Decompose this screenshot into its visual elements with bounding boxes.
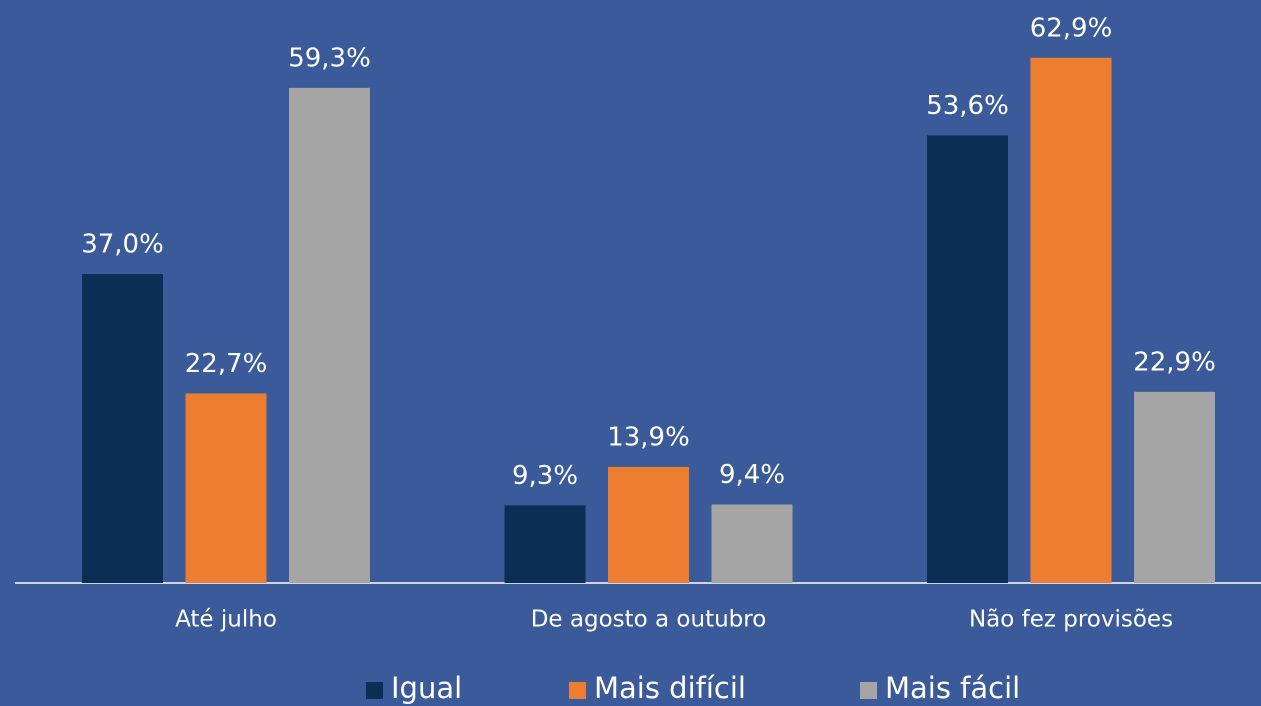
value-label: 62,9% (1030, 13, 1113, 43)
bar (711, 504, 793, 583)
x-tick-label: Até julho (175, 607, 277, 633)
value-label: 59,3% (288, 43, 371, 73)
value-label: 37,0% (81, 230, 164, 260)
value-label: 22,7% (185, 349, 268, 379)
bar (504, 505, 586, 583)
x-tick-label: Não fez provisões (969, 607, 1173, 633)
legend-swatch (569, 682, 586, 699)
bar (1134, 391, 1215, 583)
value-label: 9,4% (719, 460, 785, 490)
bar (82, 274, 163, 583)
legend-swatch (366, 682, 383, 699)
legend-swatch (860, 682, 877, 699)
bar (608, 466, 689, 583)
value-label: 9,3% (512, 461, 578, 491)
bar (289, 87, 370, 583)
legend-label: Mais difícil (594, 671, 746, 705)
value-label: 13,9% (607, 422, 690, 452)
legend-label: Mais fácil (885, 671, 1020, 705)
value-label: 53,6% (926, 91, 1009, 121)
legend-label: Igual (391, 671, 462, 705)
bar (185, 393, 267, 583)
bar (927, 135, 1008, 583)
bar (1030, 57, 1112, 584)
value-label: 22,9% (1133, 347, 1216, 377)
x-tick-label: De agosto a outubro (531, 607, 767, 633)
